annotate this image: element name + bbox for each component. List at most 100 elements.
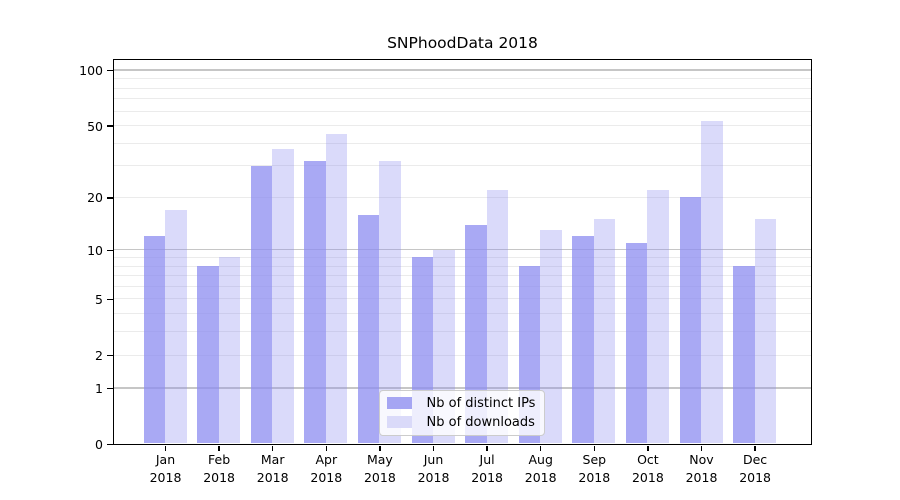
x-tick-month: Aug <box>528 452 553 467</box>
x-tick-year: 2018 <box>363 469 396 485</box>
x-tick-mark <box>700 445 703 451</box>
y-tick-mark <box>107 69 113 72</box>
x-tick-month: Mar <box>260 452 285 467</box>
gridline-minor <box>113 165 811 167</box>
x-tick-year: 2018 <box>256 469 289 485</box>
gridline-minor <box>113 142 811 144</box>
legend-swatch-distinct-ips-icon <box>386 397 412 409</box>
x-tick-mark <box>593 445 595 451</box>
bar-distinct-ips-feb <box>197 266 219 444</box>
legend: Nb of distinct IPs Nb of downloads <box>378 389 545 436</box>
gridline-minor <box>113 125 811 127</box>
x-tick-month: Jan <box>155 452 176 467</box>
legend-entry-distinct-ips: Nb of distinct IPs <box>380 394 544 413</box>
x-axis-tick-label: Apr 2018 <box>296 451 356 486</box>
x-tick-month: May <box>366 452 393 467</box>
legend-swatch-downloads-icon <box>386 416 412 428</box>
x-tick-year: 2018 <box>471 469 503 485</box>
x-tick-year: 2018 <box>524 469 557 485</box>
x-axis-tick-label: May 2018 <box>350 451 410 486</box>
bar-downloads-aug <box>540 230 562 444</box>
gridline-minor <box>113 331 811 333</box>
y-tick-mark <box>107 249 113 251</box>
legend-entry-downloads: Nb of downloads <box>380 413 544 432</box>
x-tick-year: 2018 <box>149 469 182 485</box>
bar-distinct-ips-oct <box>625 242 648 444</box>
x-axis-tick-label: Oct 2018 <box>618 451 678 486</box>
bar-downloads-oct <box>647 190 669 444</box>
gridline-minor <box>113 313 811 315</box>
bar-downloads-apr <box>325 133 348 444</box>
gridline-minor <box>113 298 811 300</box>
x-tick-mark <box>218 445 220 451</box>
x-tick-month: Sep <box>582 452 607 467</box>
y-tick-mark <box>107 387 113 390</box>
gridline-minor <box>113 275 811 277</box>
gridline-minor <box>113 110 811 112</box>
bar-distinct-ips-jan <box>143 236 165 444</box>
x-tick-month: Feb <box>208 452 231 467</box>
x-tick-year: 2018 <box>578 469 611 485</box>
x-tick-month: Nov <box>689 452 714 467</box>
bar-distinct-ips-sep <box>572 236 594 444</box>
bar-downloads-mar <box>272 149 294 444</box>
gridline-minor <box>113 196 811 198</box>
gridline-minor <box>113 354 811 356</box>
x-tick-mark <box>647 445 649 451</box>
bar-distinct-ips-may <box>357 214 380 444</box>
y-tick-mark <box>107 125 113 127</box>
x-tick-month: Oct <box>637 452 659 467</box>
y-tick-mark <box>107 298 113 301</box>
gridline-major <box>113 387 811 389</box>
legend-label-distinct-ips: Nb of distinct IPs <box>426 395 536 411</box>
x-tick-mark <box>754 445 756 451</box>
x-tick-year: 2018 <box>417 469 450 485</box>
x-axis-tick-label: Jun 2018 <box>404 451 464 486</box>
bar-downloads-nov <box>701 120 723 444</box>
y-axis-tick-label: 1 <box>95 380 103 396</box>
x-tick-month: Jun <box>423 452 444 467</box>
x-tick-year: 2018 <box>685 469 718 485</box>
x-tick-mark <box>486 445 488 451</box>
bar-downloads-jan <box>165 209 187 444</box>
x-tick-mark <box>379 445 381 451</box>
bar-distinct-ips-nov <box>679 197 701 444</box>
x-axis-tick-label: Aug 2018 <box>511 451 571 486</box>
bar-distinct-ips-dec <box>733 266 755 444</box>
x-tick-month: Jul <box>479 452 495 467</box>
bar-downloads-dec <box>754 219 777 444</box>
x-tick-year: 2018 <box>310 469 343 485</box>
y-axis-tick-label: 0 <box>95 437 103 452</box>
x-tick-month: Dec <box>742 452 768 467</box>
x-axis-tick-label: Nov 2018 <box>672 451 732 486</box>
bar-downloads-jul <box>486 190 509 444</box>
y-axis-tick-label: 20 <box>87 190 103 206</box>
y-axis-tick-label: 2 <box>95 348 103 363</box>
gridline-minor <box>113 285 811 287</box>
x-tick-year: 2018 <box>631 469 664 485</box>
x-tick-mark <box>540 445 542 451</box>
gridline-minor <box>113 256 811 258</box>
plot-area: Nb of distinct IPs Nb of downloads <box>112 58 812 445</box>
chart-title: SNPhoodData 2018 <box>387 34 538 52</box>
gridline-major <box>113 69 811 71</box>
x-axis-tick-label: Dec 2018 <box>725 451 785 486</box>
legend-label-downloads: Nb of downloads <box>426 414 535 430</box>
x-tick-year: 2018 <box>203 469 235 485</box>
gridline-minor <box>113 87 811 89</box>
x-axis-tick-label: Jul 2018 <box>457 451 517 486</box>
bar-downloads-sep <box>593 219 616 444</box>
x-axis-tick-label: Jan 2018 <box>136 451 196 486</box>
x-tick-year: 2018 <box>739 469 771 485</box>
bar-downloads-may <box>379 160 401 444</box>
y-tick-mark <box>107 197 113 199</box>
x-tick-mark <box>164 445 167 451</box>
bar-distinct-ips-mar <box>250 165 273 444</box>
x-axis-tick-label: Feb 2018 <box>189 451 249 486</box>
x-axis-tick-label: Mar 2018 <box>243 451 303 486</box>
y-axis-tick-label: 50 <box>87 118 103 134</box>
x-tick-month: Apr <box>315 452 338 467</box>
bar-distinct-ips-jul <box>465 224 487 444</box>
bar-downloads-feb <box>218 257 241 444</box>
